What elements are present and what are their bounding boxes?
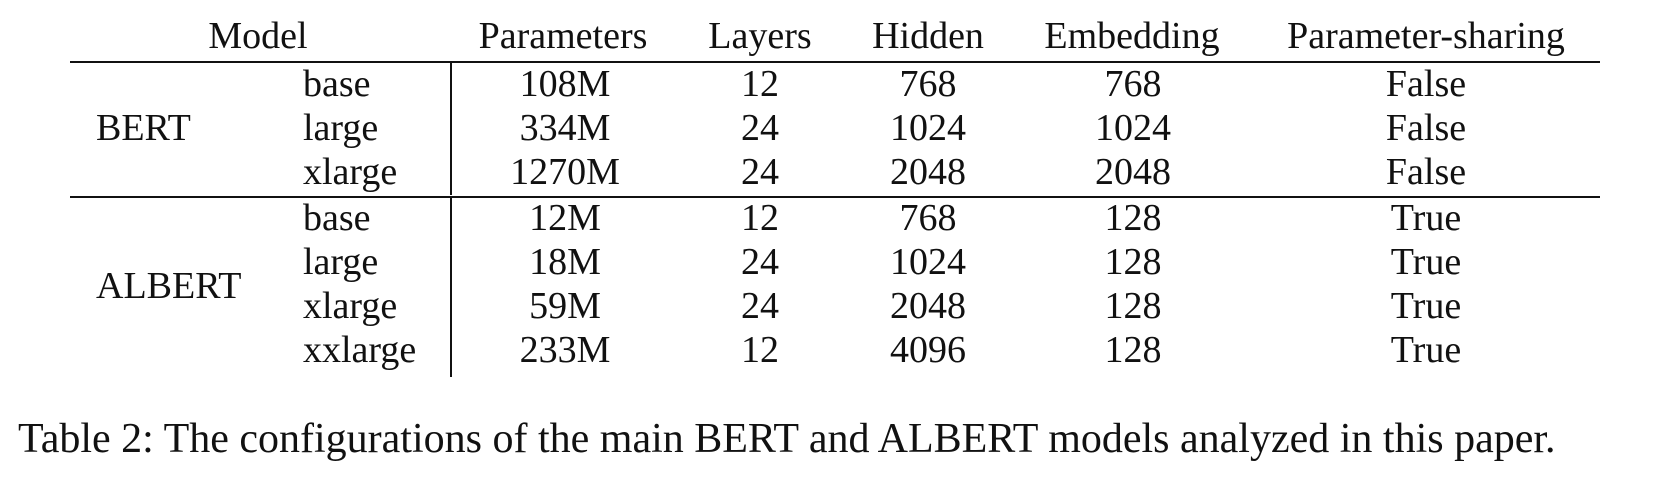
albert-large-sharing: True <box>1390 241 1462 283</box>
group-rule <box>70 196 1600 198</box>
bert-base-parameters: 108M <box>519 63 611 105</box>
header-layers: Layers <box>708 15 812 57</box>
bert-large-parameters: 334M <box>519 107 611 149</box>
albert-variant-xxlarge: xxlarge <box>303 329 417 371</box>
header-hidden: Hidden <box>872 15 984 57</box>
albert-base-embedding: 128 <box>1104 197 1162 239</box>
albert-base-hidden: 768 <box>899 197 957 239</box>
bert-xlarge-sharing: False <box>1385 151 1467 193</box>
bert-base-sharing: False <box>1385 63 1467 105</box>
bert-xlarge-parameters: 1270M <box>510 151 620 193</box>
albert-base-parameters: 12M <box>529 197 601 239</box>
albert-variant-base: base <box>303 197 371 239</box>
albert-xxlarge-hidden: 4096 <box>890 329 966 371</box>
albert-xxlarge-sharing: True <box>1390 329 1462 371</box>
albert-column-divider <box>450 197 452 377</box>
albert-large-hidden: 1024 <box>890 241 966 283</box>
albert-variant-xlarge: xlarge <box>303 285 398 327</box>
albert-large-layers: 24 <box>741 241 779 283</box>
albert-xlarge-embedding: 128 <box>1104 285 1162 327</box>
bert-base-layers: 12 <box>741 63 779 105</box>
bert-xlarge-embedding: 2048 <box>1095 151 1171 193</box>
group-label-albert: ALBERT <box>96 265 242 307</box>
bert-xlarge-layers: 24 <box>741 151 779 193</box>
bert-large-sharing: False <box>1385 107 1467 149</box>
albert-xxlarge-layers: 12 <box>741 329 779 371</box>
bert-large-embedding: 1024 <box>1095 107 1171 149</box>
albert-xxlarge-embedding: 128 <box>1104 329 1162 371</box>
albert-xlarge-layers: 24 <box>741 285 779 327</box>
albert-variant-large: large <box>303 241 379 283</box>
albert-large-embedding: 128 <box>1104 241 1162 283</box>
header-parameters: Parameters <box>478 15 648 57</box>
bert-base-hidden: 768 <box>899 63 957 105</box>
bert-variant-xlarge: xlarge <box>303 151 398 193</box>
bert-base-embedding: 768 <box>1104 63 1162 105</box>
bert-large-hidden: 1024 <box>890 107 966 149</box>
albert-xxlarge-parameters: 233M <box>519 329 611 371</box>
header-model: Model <box>208 15 308 57</box>
albert-xlarge-hidden: 2048 <box>890 285 966 327</box>
header-parameter-sharing: Parameter-sharing <box>1287 15 1565 57</box>
header-embedding: Embedding <box>1044 15 1220 57</box>
albert-base-sharing: True <box>1390 197 1462 239</box>
bert-xlarge-hidden: 2048 <box>890 151 966 193</box>
bert-column-divider <box>450 62 452 195</box>
albert-xlarge-parameters: 59M <box>529 285 601 327</box>
header-rule <box>70 61 1600 63</box>
group-label-bert: BERT <box>96 107 191 149</box>
bert-variant-large: large <box>303 107 379 149</box>
bert-large-layers: 24 <box>741 107 779 149</box>
albert-xlarge-sharing: True <box>1390 285 1462 327</box>
albert-large-parameters: 18M <box>529 241 601 283</box>
bert-variant-base: base <box>303 63 371 105</box>
table-caption: Table 2: The configurations of the main … <box>18 416 1556 462</box>
albert-base-layers: 12 <box>741 197 779 239</box>
